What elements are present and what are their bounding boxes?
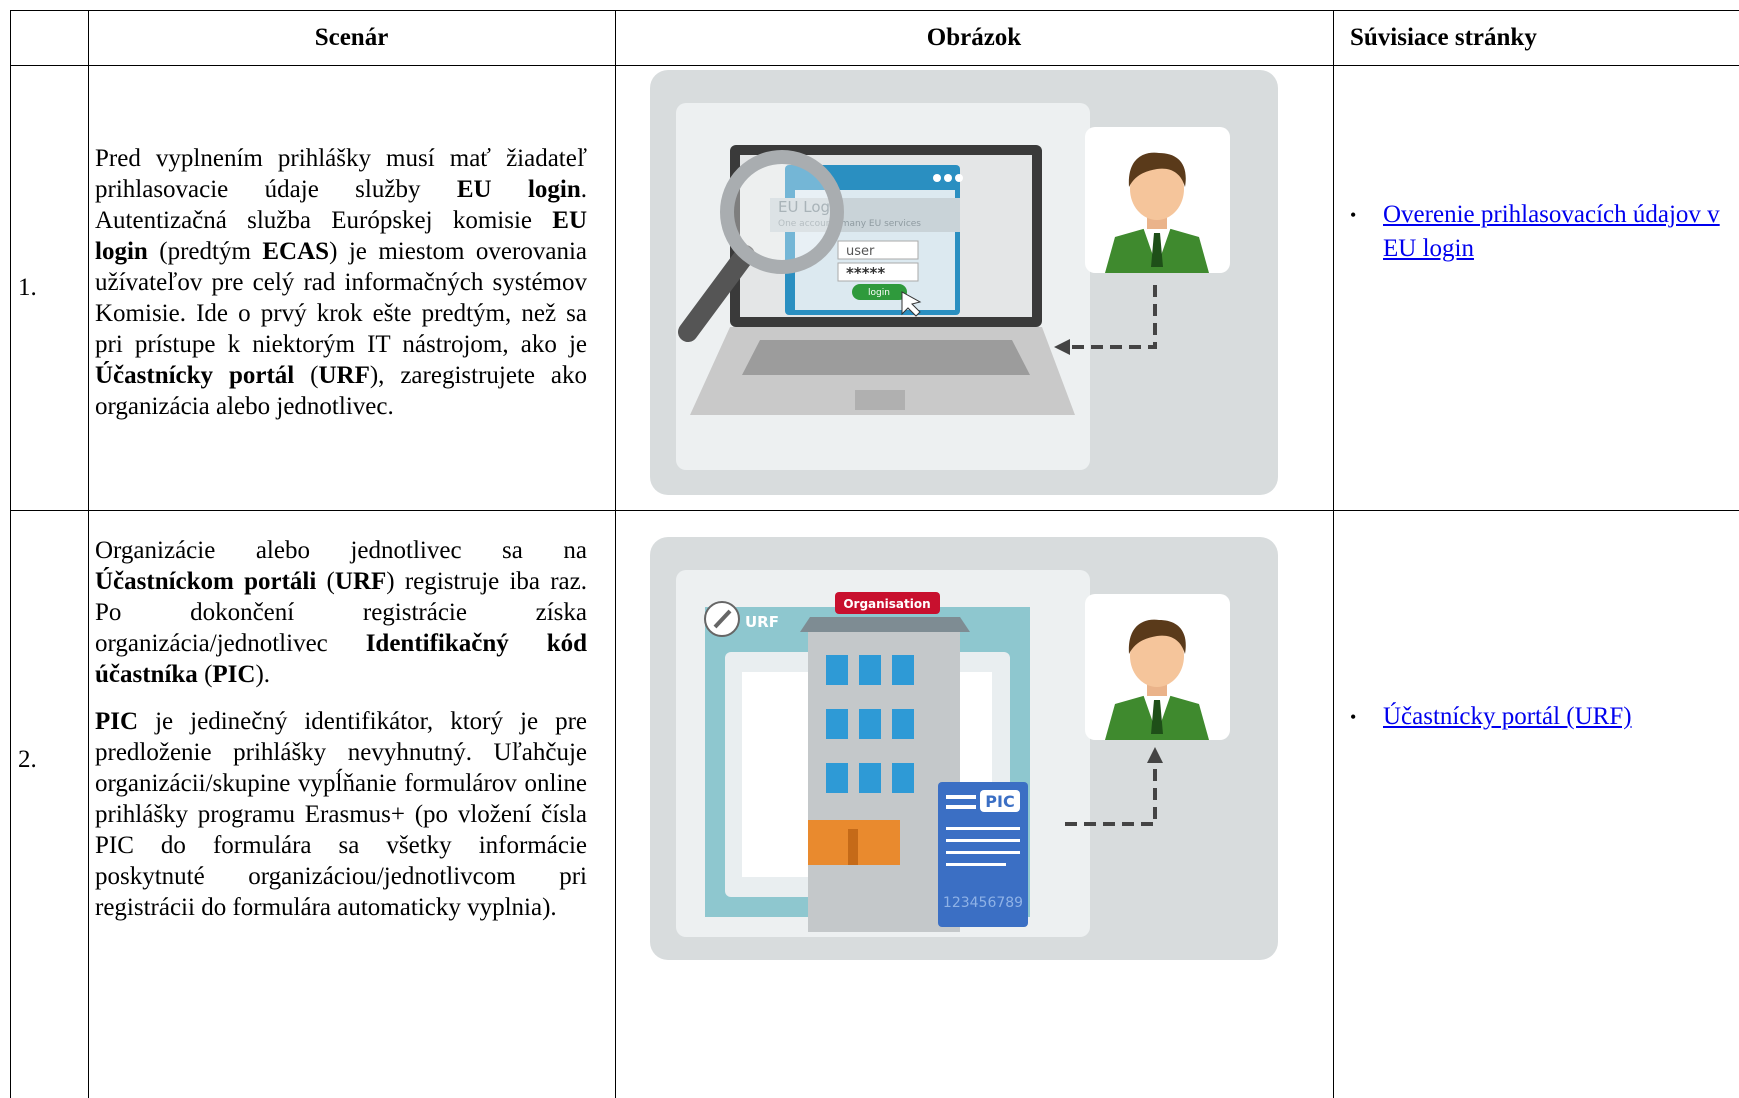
illustration-text: URF <box>745 613 779 631</box>
rule <box>10 510 1739 511</box>
related-links: Overenie prihlasovacích údajov v EU logi… <box>1350 198 1730 266</box>
row-number: 2. <box>18 746 37 773</box>
link-item: Účastnícky portál (URF) <box>1350 700 1730 734</box>
bold-run: URF <box>318 362 370 389</box>
row-number: 1. <box>18 274 37 301</box>
bold-run: URF <box>334 568 387 595</box>
scenario-text: Pred vyplnením prihlášky musí mať žiadat… <box>95 143 587 438</box>
bold-run: PIC <box>212 661 256 688</box>
text-run: ) registruje iba raz. Po dokončení regis… <box>95 568 588 657</box>
illustration-text: Organisation <box>843 597 930 611</box>
bold-run: Účastníckom portáli <box>95 568 317 595</box>
text-run: ( <box>197 661 213 688</box>
rule <box>88 10 89 1098</box>
illustration-text: login <box>868 288 890 298</box>
bold-run: Identifikačný kód účastníka <box>95 630 587 688</box>
header: Scenár <box>314 24 389 51</box>
text-run: ( <box>294 362 319 389</box>
illustration-text: EU Login <box>778 198 844 216</box>
illustration: EU Login One account, many EU services u… <box>650 70 1278 495</box>
text-run: ( <box>316 568 335 595</box>
related-links: Účastnícky portál (URF) <box>1350 700 1730 734</box>
paragraph: Pred vyplnením prihlášky musí mať žiadat… <box>95 143 587 422</box>
rule <box>615 10 616 1098</box>
illustration-text: ***** <box>846 264 885 282</box>
link[interactable]: Overenie prihlasovacích údajov v EU logi… <box>1383 201 1720 262</box>
bold-run: Účastnícky portál <box>95 362 295 389</box>
illustration-text: user <box>846 244 875 259</box>
link[interactable]: Účastnícky portál (URF) <box>1383 703 1632 730</box>
header: Obrázok <box>926 24 1022 51</box>
text-run: ). <box>255 661 271 688</box>
bold-run: ECAS <box>262 238 330 265</box>
illustration-text: 123456789 <box>943 895 1023 911</box>
text-run: ) je miestom overovania užívateľov pre c… <box>95 238 587 358</box>
illustration-text: PIC <box>985 792 1014 811</box>
text-run: Pred vyplnením prihlášky musí mať žiadat… <box>95 145 587 203</box>
rule <box>10 65 1739 66</box>
illustration: URF Organisation PIC 123456789 <box>650 537 1278 960</box>
text-run: Organizácie alebo jednotlivec sa na <box>95 537 587 564</box>
paragraph: PIC je jedinečný identifikátor, ktorý je… <box>95 706 587 923</box>
rule <box>10 10 1739 11</box>
text-run: (predtým <box>147 238 263 265</box>
link-item: Overenie prihlasovacích údajov v EU logi… <box>1350 198 1730 266</box>
text-run: ), zaregistrujete ako organizácia alebo … <box>95 362 587 420</box>
bold-run: EU login <box>95 207 587 265</box>
rule <box>10 10 11 1098</box>
bold-run: EU login <box>456 176 581 203</box>
illustration-text: One account, many EU services <box>778 219 921 229</box>
scenario-text: Organizácie alebo jednotlivec sa na Účas… <box>95 535 587 939</box>
text-run: je jedinečný identifikátor, ktorý je pre… <box>95 708 587 921</box>
paragraph: Organizácie alebo jednotlivec sa na Účas… <box>95 535 587 690</box>
bold-run: PIC <box>95 708 139 735</box>
rule <box>1333 10 1334 1098</box>
text-run: . Autentizačná služba Európskej komisie <box>95 176 588 234</box>
header: Súvisiace stránky <box>1350 24 1537 51</box>
